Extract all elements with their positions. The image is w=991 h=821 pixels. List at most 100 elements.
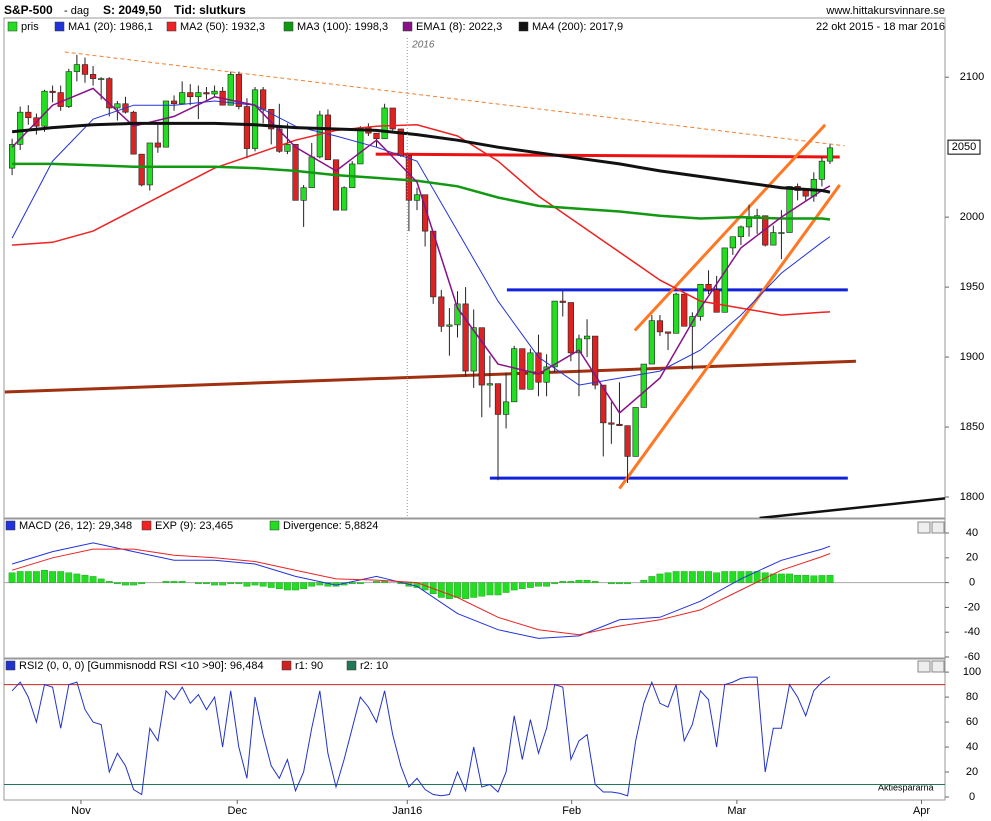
y-tick-label: 1800 bbox=[960, 491, 984, 503]
candle-body bbox=[373, 132, 380, 140]
divergence-bar bbox=[219, 582, 227, 586]
zoom-button[interactable] bbox=[917, 521, 931, 534]
legend-swatch bbox=[346, 660, 357, 671]
rsi-panel bbox=[3, 658, 946, 801]
legend-label: MA2 (50): 1932,3 bbox=[180, 21, 265, 33]
divergence-bar bbox=[292, 582, 299, 591]
divergence-bar bbox=[486, 582, 494, 596]
divergence-bar bbox=[437, 582, 445, 598]
series-line bbox=[11, 548, 831, 636]
candle-body bbox=[179, 92, 186, 105]
candle-body bbox=[146, 142, 153, 186]
divergence-bar bbox=[688, 571, 696, 583]
divergence-bar bbox=[8, 572, 16, 583]
divergence-bar bbox=[778, 573, 785, 583]
candle-body bbox=[235, 74, 242, 107]
candle-body bbox=[737, 226, 745, 238]
legend-label: Divergence: 5,8824 bbox=[283, 520, 378, 532]
divergence-bar bbox=[786, 573, 793, 583]
main-panel bbox=[3, 17, 946, 519]
x-tick-label: Dec bbox=[227, 805, 247, 817]
divergence-bar bbox=[616, 582, 623, 585]
divergence-bar bbox=[356, 582, 364, 585]
legend-label: MACD (26, 12): 29,348 bbox=[19, 520, 132, 532]
candle-body bbox=[211, 90, 218, 95]
candle-body bbox=[478, 327, 485, 386]
divergence-bar bbox=[575, 579, 583, 583]
divergence-bar bbox=[826, 575, 834, 583]
candle-body bbox=[316, 114, 323, 158]
legend-label: pris bbox=[21, 21, 39, 33]
divergence-bar bbox=[810, 575, 818, 583]
trend-line bbox=[4, 359, 856, 394]
y-tick-label: 40 bbox=[966, 527, 978, 539]
candle-body bbox=[227, 74, 234, 106]
close-button[interactable] bbox=[931, 660, 945, 673]
divergence-bar bbox=[41, 570, 48, 583]
legend-swatch bbox=[402, 21, 413, 32]
divergence-bar bbox=[713, 572, 721, 583]
divergence-bar bbox=[57, 571, 65, 583]
candle-body bbox=[405, 155, 413, 201]
candle-body bbox=[721, 247, 728, 313]
candle-body bbox=[454, 303, 461, 326]
candle-body bbox=[251, 89, 259, 149]
divergence-bar bbox=[81, 574, 89, 583]
divergence-bar bbox=[607, 582, 615, 585]
candle-body bbox=[413, 194, 421, 201]
plot-area bbox=[4, 676, 945, 797]
legend-label: MA4 (200): 2017,9 bbox=[532, 21, 623, 33]
divergence-bar bbox=[518, 582, 526, 590]
divergence-bar bbox=[640, 579, 648, 583]
legend-swatch bbox=[54, 21, 65, 32]
legend-label: r1: 90 bbox=[295, 660, 323, 672]
period: - dag bbox=[64, 5, 89, 17]
candle-body bbox=[243, 106, 251, 149]
candle-body bbox=[381, 107, 388, 140]
divergence-bar bbox=[24, 571, 32, 583]
candle-body bbox=[187, 92, 194, 98]
x-tick-label: Nov bbox=[71, 805, 91, 817]
candle-body bbox=[802, 190, 809, 197]
candle-body bbox=[583, 335, 591, 340]
series-line bbox=[12, 162, 831, 221]
candle-body bbox=[535, 352, 542, 383]
candle-body bbox=[624, 425, 631, 457]
candle-body bbox=[138, 153, 145, 186]
divergence-bar bbox=[648, 576, 656, 583]
candle-body bbox=[89, 74, 97, 79]
candle-body bbox=[8, 144, 16, 169]
candle-body bbox=[494, 383, 502, 415]
divergence-bar bbox=[794, 574, 802, 583]
candle-body bbox=[98, 78, 105, 80]
divergence-bar bbox=[227, 582, 235, 585]
y-tick-label: 0 bbox=[969, 791, 975, 803]
candle-body bbox=[543, 366, 550, 383]
divergence-bar bbox=[113, 582, 121, 585]
series-line bbox=[11, 676, 831, 797]
candle-body bbox=[818, 160, 826, 180]
candle-body bbox=[729, 236, 736, 249]
divergence-bar bbox=[494, 582, 502, 596]
candle-body bbox=[470, 327, 477, 372]
panel-buttons[interactable] bbox=[917, 521, 945, 673]
divergence-bar bbox=[543, 582, 550, 587]
candle-body bbox=[592, 335, 599, 386]
divergence-bar bbox=[235, 582, 243, 585]
candle-body bbox=[73, 64, 80, 72]
plot-area bbox=[4, 542, 945, 639]
divergence-bar bbox=[373, 581, 380, 583]
zoom-button[interactable] bbox=[917, 660, 931, 673]
candle-body bbox=[656, 320, 664, 333]
candle-body bbox=[786, 186, 793, 233]
divergence-bar bbox=[510, 582, 518, 591]
candle-body bbox=[130, 111, 137, 155]
trend-line bbox=[759, 497, 945, 518]
close-button[interactable] bbox=[931, 521, 945, 534]
candle-body bbox=[389, 107, 396, 130]
trend-line bbox=[64, 51, 845, 147]
candle-body bbox=[462, 303, 469, 372]
y-tick-label: 80 bbox=[966, 691, 978, 703]
series-line bbox=[11, 121, 831, 194]
macd-panel bbox=[3, 518, 946, 659]
